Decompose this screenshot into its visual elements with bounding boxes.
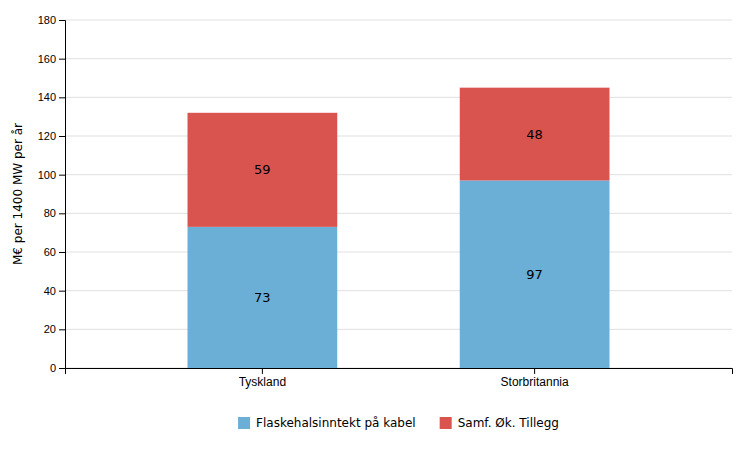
y-tick-label: 100 — [38, 169, 56, 181]
y-tick: 80 — [44, 207, 65, 219]
grid-line — [65, 329, 732, 330]
grid-line — [65, 213, 732, 214]
legend-item: Flaskehalsinntekt på kabel — [238, 416, 416, 430]
y-tick: 20 — [44, 323, 65, 335]
x-axis: Tyskland Storbritannia — [66, 368, 733, 389]
bars — [188, 88, 610, 368]
legend-swatch — [440, 417, 452, 429]
series — [188, 88, 610, 227]
data-label: 59 — [254, 162, 271, 177]
bar — [460, 88, 610, 181]
y-tick-mark — [59, 252, 65, 253]
data-label: 73 — [254, 290, 271, 305]
x-tick-mark — [534, 368, 535, 374]
legend: Flaskehalsinntekt på kabel Samf. Øk. Till… — [238, 416, 559, 430]
plot: 73 97 59 48 Tyskland Storbritannia 0 20 40 60 80 10… — [38, 14, 733, 389]
y-tick-label: 20 — [44, 323, 56, 335]
y-tick-label: 80 — [44, 207, 56, 219]
grid-line — [65, 20, 732, 21]
bar — [460, 180, 610, 368]
y-tick: 140 — [38, 91, 65, 103]
y-tick-mark — [59, 368, 65, 369]
y-tick: 180 — [38, 14, 65, 26]
grid-line — [65, 136, 732, 137]
chart: 73 97 59 48 Tyskland Storbritannia 0 20 40 60 80 10… — [0, 0, 752, 453]
y-tick-mark — [59, 20, 65, 21]
data-labels: 73 97 59 48 — [254, 127, 543, 305]
y-tick-label: 120 — [38, 130, 56, 142]
y-tick-mark — [59, 175, 65, 176]
y-tick-label: 160 — [38, 53, 56, 65]
x-tick: Storbritannia — [501, 368, 569, 389]
y-tick-mark — [59, 213, 65, 214]
grid — [65, 20, 732, 368]
y-tick-mark — [59, 59, 65, 60]
grid-line — [65, 174, 732, 175]
data-label: 97 — [526, 267, 543, 282]
legend-label: Samf. Øk. Tillegg — [458, 416, 559, 430]
legend-swatch — [238, 417, 250, 429]
grid-line — [65, 252, 732, 253]
x-tick-mark — [262, 368, 263, 374]
y-tick-mark — [59, 291, 65, 292]
x-tick-label: Storbritannia — [501, 375, 569, 389]
y-tick: 40 — [44, 285, 65, 297]
y-axis-line — [59, 21, 66, 369]
y-tick-mark — [59, 329, 65, 330]
y-tick: 120 — [38, 130, 65, 142]
y-tick: 60 — [44, 246, 65, 258]
legend-item: Samf. Øk. Tillegg — [440, 416, 559, 430]
bar — [188, 113, 338, 227]
y-axis: 0 20 40 60 80 100 120 140 160 180 — [38, 14, 66, 374]
y-tick-label: 140 — [38, 91, 56, 103]
y-tick-label: 180 — [38, 14, 56, 26]
x-tick-label: Tyskland — [239, 375, 286, 389]
y-tick: 160 — [38, 53, 65, 65]
data-label: 48 — [526, 127, 543, 142]
grid-line — [65, 290, 732, 291]
y-tick-label: 40 — [44, 285, 56, 297]
y-tick-mark — [59, 136, 65, 137]
y-tick-mark — [59, 97, 65, 98]
x-axis-line — [66, 369, 733, 375]
y-tick: 100 — [38, 169, 65, 181]
legend-label: Flaskehalsinntekt på kabel — [256, 416, 416, 430]
y-tick: 0 — [50, 362, 65, 374]
bar — [188, 227, 338, 368]
y-axis-title: M€ per 1400 MW per år — [11, 123, 25, 265]
y-tick-label: 60 — [44, 246, 56, 258]
grid-line — [65, 97, 732, 98]
grid-line — [65, 58, 732, 59]
x-tick: Tyskland — [239, 368, 286, 389]
y-tick-label: 0 — [50, 362, 56, 374]
